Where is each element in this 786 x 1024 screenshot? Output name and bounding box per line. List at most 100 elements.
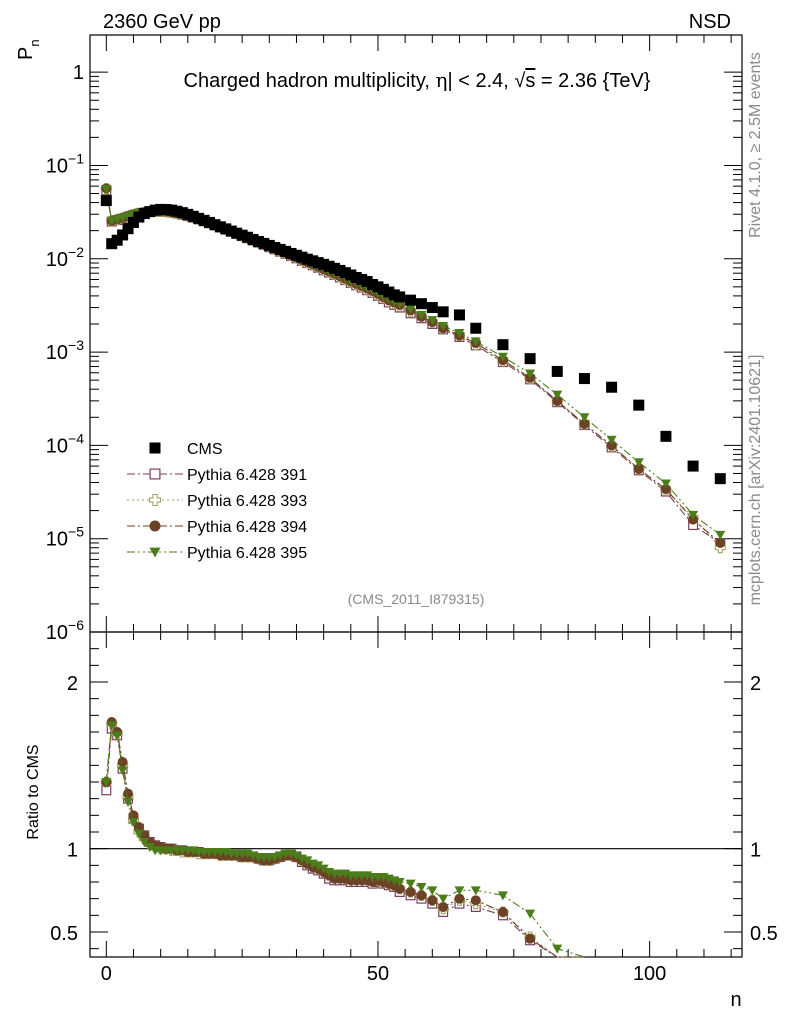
main-point-pythia-6-428-394 — [606, 440, 617, 451]
main-line-pythia-6-428-394 — [105, 188, 721, 544]
main-point-pythia-6-428-394 — [715, 537, 726, 548]
mcplots-note: mcplots.cern.ch [arXiv:2401.10621] — [747, 355, 764, 606]
main-point-pythia-6-428-395 — [660, 479, 671, 489]
legend-marker — [149, 520, 161, 532]
main-point-pythia-6-428-395 — [579, 413, 590, 423]
main-ytick-base: 10 — [46, 155, 68, 177]
ratio-point-pythia-6-428-395 — [394, 878, 405, 887]
main-point-pythia-6-428-395 — [552, 390, 563, 400]
main-ytick-label: 10−6 — [46, 617, 84, 644]
main-point-cms — [578, 373, 590, 385]
main-ytick-exp: −2 — [68, 244, 84, 260]
rivet-note: Rivet 4.1.0, ≥ 2.5M events — [747, 52, 764, 238]
main-point-pythia-6-428-395 — [117, 213, 128, 223]
ratio-point-pythia-6-428-395 — [269, 853, 280, 862]
ratio-point-pythia-6-428-395 — [454, 886, 465, 896]
main-point-pythia-6-428-395 — [405, 304, 416, 314]
ratio-point-pythia-6-428-395 — [497, 891, 508, 901]
main-point-cms — [437, 306, 449, 318]
ratio-point-pythia-6-428-395 — [133, 829, 144, 839]
legend-marker — [149, 468, 161, 480]
ratio-point-pythia-6-428-395 — [112, 731, 123, 741]
chart-title: Charged hadron multiplicity, η| < 2.4, √… — [184, 68, 651, 92]
main-point-cms — [453, 309, 465, 321]
main-ytick-base: 10 — [46, 342, 68, 364]
ratio-point-pythia-6-428-395 — [302, 856, 313, 866]
ratio-point-pythia-6-428-395 — [405, 879, 416, 889]
main-ylabel-main: P — [15, 47, 37, 60]
main-ytick-exp: −5 — [68, 524, 84, 540]
main-ytick-label: 10−2 — [46, 244, 84, 271]
main-ytick-label: 10−3 — [46, 337, 84, 364]
main-point-cms — [660, 430, 672, 442]
ratio-point-pythia-6-428-394 — [497, 907, 508, 917]
main-ytick-exp: −3 — [68, 337, 84, 353]
main-ylabel-sub: n — [27, 39, 42, 46]
ratio-point-pythia-6-428-394 — [525, 933, 536, 944]
ratio-point-pythia-6-428-395 — [117, 766, 128, 776]
legend-item-pythia-6-428-391: Pythia 6.428 391 — [127, 467, 307, 484]
main-point-pythia-6-428-394 — [660, 484, 671, 495]
main-point-cms — [606, 381, 618, 393]
main-ytick-base: 10 — [46, 529, 68, 551]
main-point-cms — [426, 302, 438, 314]
legend-item-pythia-6-428-395: Pythia 6.428 395 — [127, 545, 307, 562]
main-ytick-label: 10−4 — [46, 430, 84, 457]
legend-label: Pythia 6.428 391 — [187, 467, 307, 484]
main-ylabel: Pn — [15, 39, 42, 60]
main-point-pythia-6-428-395 — [688, 510, 699, 520]
legend-item-cms: CMS — [149, 441, 223, 458]
ratio-point-pythia-6-428-395 — [101, 778, 112, 787]
main-point-pythia-6-428-395 — [606, 435, 617, 445]
main-point-pythia-6-428-395 — [497, 352, 508, 362]
ratio-point-pythia-6-428-395 — [470, 886, 481, 896]
legend-item-pythia-6-428-394: Pythia 6.428 394 — [127, 519, 307, 536]
main-point-cms — [394, 291, 406, 303]
main-point-cms — [117, 229, 129, 241]
main-ytick-base: 10 — [46, 622, 68, 644]
ratio-point-pythia-6-428-395 — [552, 944, 563, 954]
ratio-point-pythia-6-428-394 — [405, 887, 416, 897]
ratio-ylabel: Ratio to CMS — [25, 744, 42, 839]
main-point-pythia-6-428-395 — [101, 184, 112, 194]
ratio-point-pythia-6-428-394 — [454, 893, 465, 904]
ratio-point-pythia-6-428-395 — [123, 798, 134, 807]
main-point-cms — [470, 322, 482, 334]
main-point-cms — [100, 195, 112, 207]
main-ytick-exp: −1 — [68, 150, 84, 166]
main-point-pythia-6-428-395 — [470, 337, 481, 347]
main-point-pythia-6-428-395 — [633, 458, 644, 468]
ratio-ytick-label: 2 — [67, 673, 78, 695]
ratio-point-pythia-6-428-395 — [144, 843, 155, 852]
header-left-label: 2360 GeV pp — [103, 11, 221, 33]
title-part-3: = 2.36 {TeV} — [535, 70, 650, 92]
title-part-2: | < 2.4, — [447, 70, 514, 92]
legend-marker — [149, 547, 161, 558]
ratio-point-pythia-6-428-395 — [416, 883, 427, 892]
xtick-label: 50 — [367, 963, 389, 985]
ratio-ytick-label-right: 1 — [750, 840, 761, 862]
title-sqrt: √ — [514, 70, 525, 92]
legend-label: Pythia 6.428 394 — [187, 519, 307, 536]
ratio-point-pythia-6-428-394 — [416, 890, 427, 901]
ratio-axis-ticks: 0.5 0.5 1 1 2 2 0 50 100 — [50, 632, 778, 985]
ratio-point-pythia-6-428-394 — [470, 895, 481, 906]
main-ytick-base: 10 — [46, 435, 68, 457]
main-line-pythia-6-428-391 — [105, 190, 721, 544]
title-eta: η — [436, 68, 448, 92]
ratio-frame — [89, 631, 743, 958]
ratio-point-pythia-6-428-395 — [139, 838, 150, 847]
ratio-series-pythia-6-428-394 — [101, 717, 585, 958]
main-point-cms — [633, 399, 645, 411]
ratio-series-pythia-6-428-395 — [101, 721, 585, 958]
legend-marker — [148, 493, 162, 507]
analysis-id: (CMS_2011_I879315) — [348, 591, 485, 607]
main-series-cms — [100, 195, 726, 485]
main-point-pythia-6-428-395 — [427, 316, 438, 326]
ratio-ytick-label: 1 — [67, 840, 78, 862]
main-point-pythia-6-428-395 — [112, 215, 123, 225]
ratio-point-pythia-6-428-394 — [438, 902, 449, 912]
main-point-cms — [497, 339, 509, 351]
main-point-pythia-6-428-395 — [525, 369, 536, 379]
